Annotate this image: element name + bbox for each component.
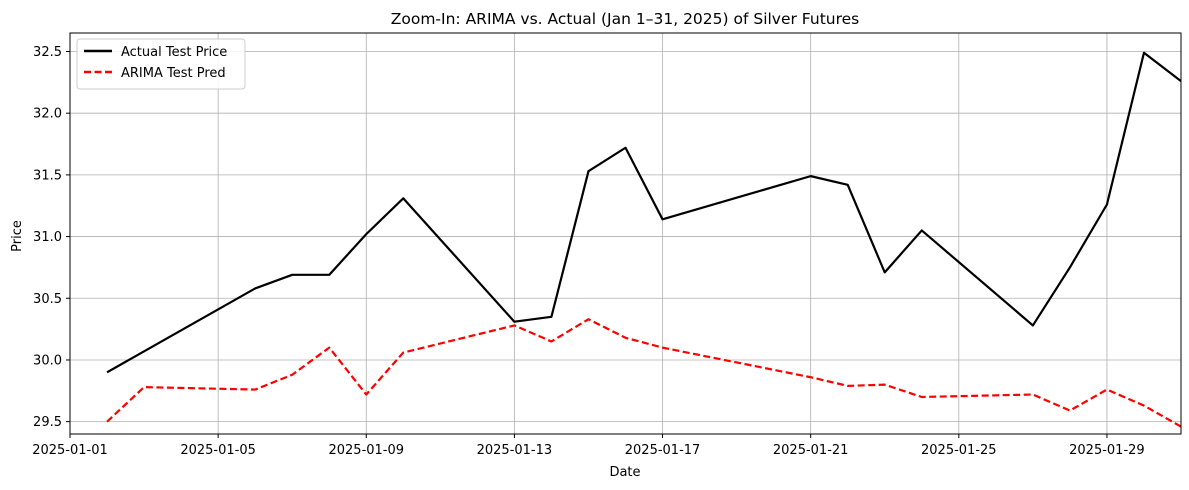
x-tick-label: 2025-01-29 [1069,443,1145,458]
y-tick-label: 30.5 [33,292,62,307]
legend: Actual Test Price ARIMA Test Pred [76,38,246,90]
x-tick-label: 2025-01-05 [180,443,256,458]
x-axis: 2025-01-01 2025-01-05 2025-01-09 2025-01-13… [32,434,1145,458]
y-tick-label: 32.0 [33,107,62,122]
y-tick-label: 31.5 [33,168,62,183]
x-tick-label: 2025-01-09 [328,443,404,458]
legend-label-actual: Actual Test Price [121,45,227,60]
x-tick-label: 2025-01-17 [625,443,701,458]
legend-box [76,38,246,90]
series-group [106,51,1181,428]
y-tick-label: 29.5 [33,415,62,430]
chart-title: Zoom-In: ARIMA vs. Actual (Jan 1–31, 202… [391,10,860,28]
x-tick-label: 2025-01-13 [477,443,553,458]
legend-label-arima: ARIMA Test Pred [121,66,226,81]
series-line-actual-test-price [106,51,1181,374]
y-tick-label: 30.0 [33,353,62,368]
plot-frame [69,32,1182,435]
y-tick-label: 31.0 [33,230,62,245]
x-tick-label: 2025-01-21 [773,443,849,458]
y-tick-label: 32.5 [33,45,62,60]
x-axis-label: Date [609,465,640,480]
y-axis-label: Price [10,220,25,252]
x-tick-label: 2025-01-01 [32,443,108,458]
gridlines [69,33,1181,434]
x-tick-label: 2025-01-25 [921,443,997,458]
y-axis: 29.5 30.0 30.5 31.0 31.5 32.0 32.5 [33,45,70,430]
